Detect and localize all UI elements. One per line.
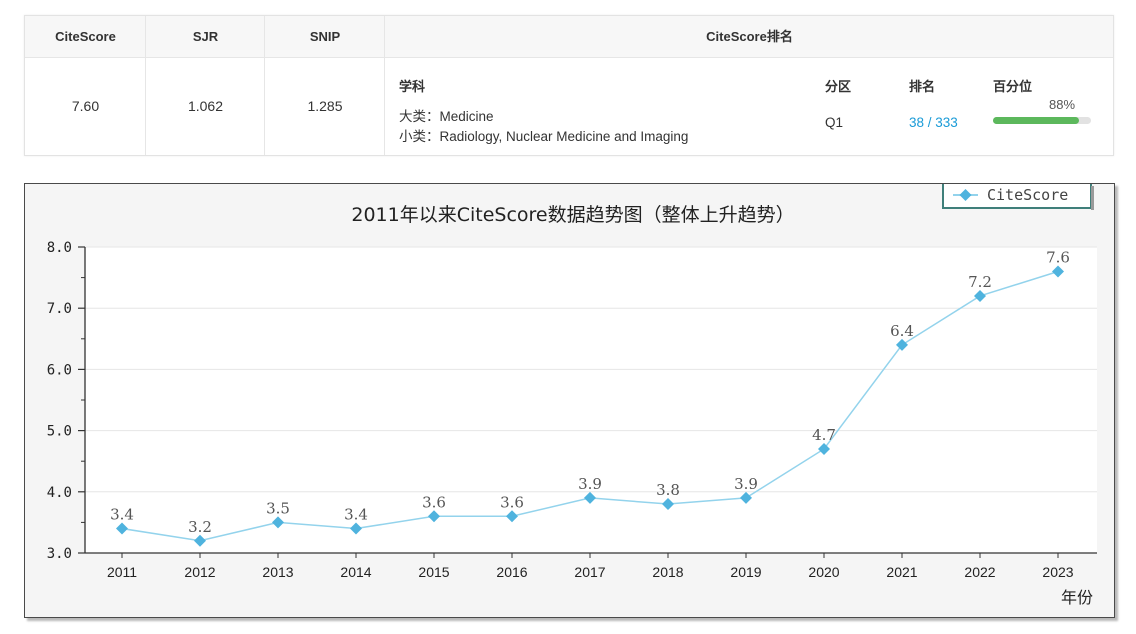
y-tick-label: 4.0 (47, 485, 72, 501)
data-label: 7.6 (1046, 248, 1070, 266)
sjr-value: 1.062 (187, 98, 224, 114)
data-point-marker (974, 289, 986, 302)
citescore-value: 7.60 (71, 98, 100, 114)
legend-label: CiteScore (987, 186, 1068, 204)
x-tick-label: 2023 (1042, 564, 1073, 580)
data-label: 3.4 (344, 506, 368, 524)
data-point-marker (740, 491, 752, 504)
zone-label: 分区 (825, 79, 852, 94)
x-tick-label: 2020 (808, 564, 839, 580)
x-tick-label: 2011 (107, 564, 137, 580)
x-tick-label: 2014 (340, 564, 371, 580)
data-label: 3.4 (110, 506, 134, 524)
data-label: 3.6 (422, 493, 446, 511)
data-point-marker (1052, 265, 1064, 278)
snip-value: 1.285 (307, 98, 343, 114)
legend-shadow (1091, 186, 1094, 210)
x-axis-label: 年份 (1061, 588, 1093, 607)
percentile-bar (993, 117, 1091, 124)
citescore-trend-chart: 3.0 4.0 5.0 6.0 7.0 8.0 2011 2012 2013 2014 2015 20… (24, 183, 1115, 618)
data-point-marker (116, 522, 128, 535)
minor-subject: 小类：Radiology, Nuclear Medicine and Imagi… (399, 129, 689, 144)
data-label: 3.9 (734, 475, 758, 493)
major-subject: 大类：Medicine (399, 109, 494, 124)
percentile-bar-fill (993, 117, 1080, 124)
plot-area (85, 247, 1097, 553)
metrics-header-row (25, 16, 1113, 58)
metrics-table: CiteScore SJR SNIP CiteScore排名 7.60 1.06… (24, 15, 1114, 156)
data-label: 7.2 (968, 273, 992, 291)
data-point-marker (194, 534, 206, 547)
data-label: 3.8 (656, 481, 680, 499)
y-tick-label: 3.0 (47, 546, 72, 562)
x-tick-label: 2013 (262, 564, 293, 580)
data-point-marker (350, 522, 362, 535)
zone-value: Q1 (825, 115, 844, 130)
header-sjr: SJR (192, 29, 219, 44)
x-tick-label: 2018 (652, 564, 683, 580)
header-snip: SNIP (309, 29, 341, 44)
data-point-marker (896, 338, 908, 351)
data-point-marker (428, 510, 440, 523)
column-divider (146, 16, 265, 155)
x-tick-label: 2021 (886, 564, 917, 580)
data-label: 3.6 (500, 493, 524, 511)
header-citescore: CiteScore (55, 29, 116, 44)
chart-title: 2011年以来CiteScore数据趋势图（整体上升趋势） (351, 204, 794, 226)
x-tick-label: 2016 (496, 564, 527, 580)
data-label: 3.5 (266, 499, 290, 517)
column-divider (265, 16, 385, 155)
column-divider (25, 16, 146, 155)
data-label: 3.2 (188, 518, 212, 536)
y-tick-label: 7.0 (47, 301, 72, 317)
legend-marker (959, 189, 972, 201)
data-point-marker (818, 442, 830, 455)
data-label: 3.9 (578, 475, 602, 493)
x-tick-label: 2019 (730, 564, 761, 580)
data-point-marker (584, 491, 596, 504)
data-label: 4.7 (812, 426, 836, 444)
x-tick-label: 2017 (574, 564, 605, 580)
x-tick-label: 2022 (964, 564, 995, 580)
rank-details: 学科 分区 排名 百分位 大类：Medicine 小类：Radiology, N… (385, 57, 1114, 156)
data-point-marker (506, 510, 518, 523)
y-tick-label: 8.0 (47, 240, 72, 256)
y-tick-label: 6.0 (47, 362, 72, 378)
x-tick-label: 2015 (418, 564, 449, 580)
subject-label: 学科 (399, 79, 426, 94)
data-point-marker (272, 516, 284, 529)
x-tick-label: 2012 (184, 564, 215, 580)
rank-label: 排名 (909, 79, 936, 94)
percentile-label: 百分位 (993, 79, 1033, 94)
percentile-text: 88% (1049, 97, 1076, 112)
chart-svg: 3.0 4.0 5.0 6.0 7.0 8.0 2011 2012 2013 2014 2015 20… (47, 184, 1097, 607)
rank-link[interactable]: 38 / 333 (909, 115, 958, 130)
y-tick-label: 5.0 (47, 424, 72, 440)
header-citescore-rank: CiteScore排名 (706, 29, 793, 44)
data-point-marker (662, 498, 674, 511)
data-label: 6.4 (890, 322, 914, 340)
